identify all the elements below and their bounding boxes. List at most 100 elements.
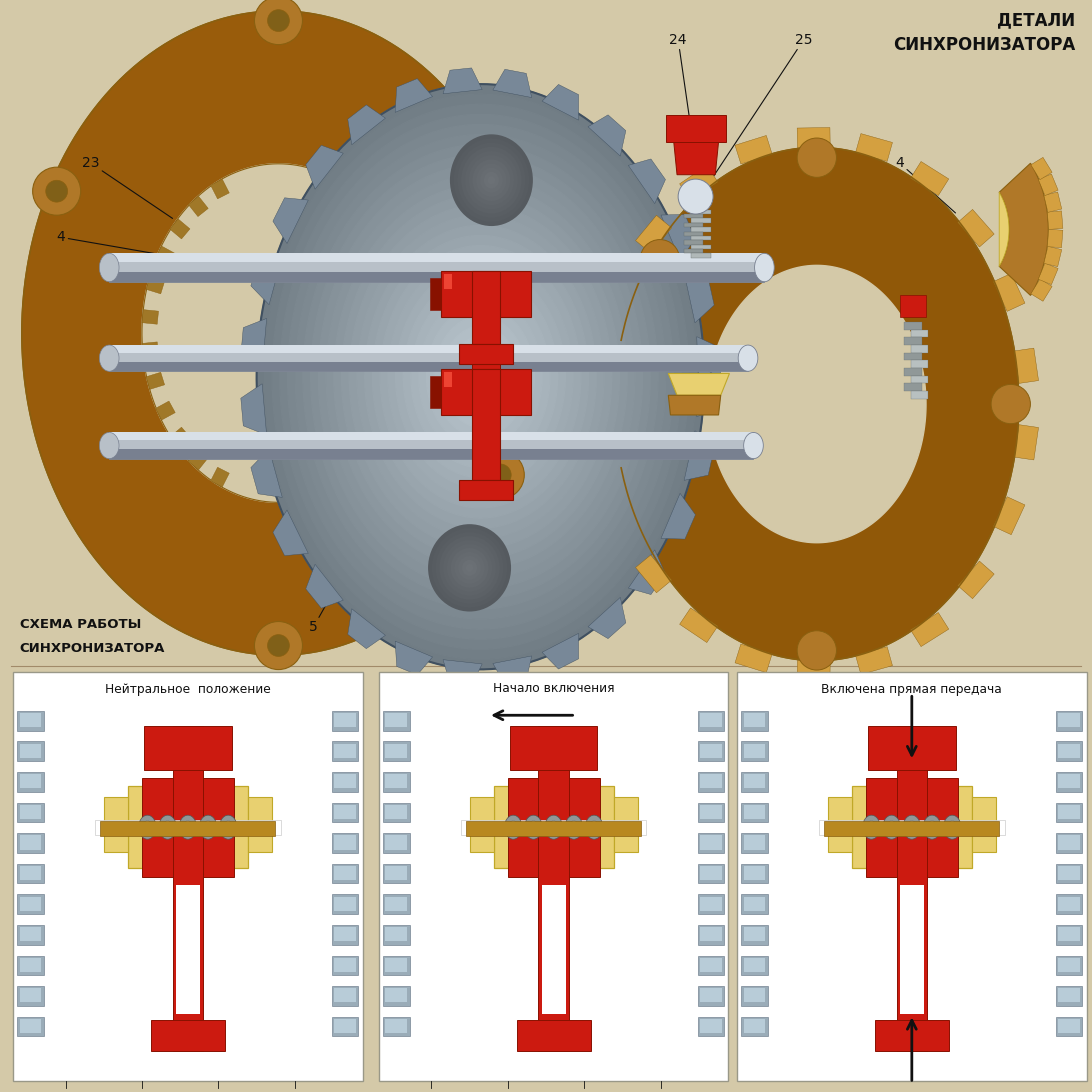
Polygon shape bbox=[685, 273, 714, 323]
Circle shape bbox=[797, 631, 836, 670]
Polygon shape bbox=[684, 240, 703, 245]
Polygon shape bbox=[700, 835, 722, 850]
Polygon shape bbox=[856, 133, 892, 162]
Ellipse shape bbox=[200, 815, 217, 839]
Polygon shape bbox=[441, 271, 531, 317]
Polygon shape bbox=[1056, 864, 1082, 883]
Polygon shape bbox=[698, 925, 724, 945]
Polygon shape bbox=[958, 210, 994, 247]
Polygon shape bbox=[824, 821, 999, 836]
Polygon shape bbox=[20, 744, 41, 758]
Polygon shape bbox=[700, 927, 722, 941]
Polygon shape bbox=[668, 373, 729, 395]
Ellipse shape bbox=[509, 821, 518, 834]
Polygon shape bbox=[347, 105, 385, 145]
Polygon shape bbox=[472, 369, 500, 480]
Polygon shape bbox=[875, 1020, 949, 1051]
Polygon shape bbox=[99, 110, 458, 556]
Polygon shape bbox=[109, 432, 753, 440]
Text: 5: 5 bbox=[309, 524, 371, 634]
Polygon shape bbox=[614, 797, 638, 852]
Polygon shape bbox=[347, 608, 385, 649]
Ellipse shape bbox=[585, 815, 603, 839]
Polygon shape bbox=[691, 245, 711, 249]
Polygon shape bbox=[852, 786, 972, 868]
Polygon shape bbox=[104, 797, 128, 852]
Text: 4: 4 bbox=[57, 230, 191, 260]
Ellipse shape bbox=[451, 548, 488, 587]
Polygon shape bbox=[685, 232, 953, 577]
Polygon shape bbox=[211, 179, 229, 199]
Circle shape bbox=[476, 451, 524, 499]
Polygon shape bbox=[473, 367, 488, 387]
Polygon shape bbox=[744, 744, 765, 758]
Ellipse shape bbox=[224, 821, 233, 834]
Polygon shape bbox=[866, 778, 958, 877]
Polygon shape bbox=[663, 202, 976, 606]
Circle shape bbox=[46, 180, 68, 202]
Polygon shape bbox=[472, 314, 500, 417]
Polygon shape bbox=[741, 1017, 768, 1036]
Polygon shape bbox=[669, 212, 969, 596]
Polygon shape bbox=[110, 123, 447, 543]
Ellipse shape bbox=[480, 168, 502, 192]
Polygon shape bbox=[666, 206, 972, 602]
Polygon shape bbox=[492, 69, 532, 97]
Polygon shape bbox=[691, 236, 711, 240]
Polygon shape bbox=[241, 383, 266, 435]
Polygon shape bbox=[109, 432, 753, 459]
Ellipse shape bbox=[99, 253, 119, 282]
Polygon shape bbox=[95, 819, 281, 834]
Circle shape bbox=[254, 621, 302, 669]
Polygon shape bbox=[744, 1019, 765, 1033]
Polygon shape bbox=[96, 105, 461, 561]
Polygon shape bbox=[332, 833, 358, 853]
FancyBboxPatch shape bbox=[13, 672, 363, 1081]
Polygon shape bbox=[383, 741, 410, 761]
Circle shape bbox=[992, 384, 1031, 424]
Polygon shape bbox=[470, 797, 494, 852]
Polygon shape bbox=[744, 805, 765, 819]
Polygon shape bbox=[82, 87, 475, 579]
Polygon shape bbox=[146, 276, 165, 294]
Polygon shape bbox=[648, 182, 992, 626]
Polygon shape bbox=[332, 803, 358, 822]
Polygon shape bbox=[395, 641, 432, 675]
Polygon shape bbox=[700, 897, 722, 911]
Text: 6: 6 bbox=[352, 530, 448, 634]
Polygon shape bbox=[1044, 247, 1061, 266]
Polygon shape bbox=[332, 772, 358, 792]
Polygon shape bbox=[334, 805, 356, 819]
Polygon shape bbox=[85, 92, 472, 574]
Polygon shape bbox=[1038, 174, 1058, 195]
Polygon shape bbox=[741, 772, 768, 792]
Polygon shape bbox=[828, 797, 852, 852]
Polygon shape bbox=[306, 145, 343, 189]
Polygon shape bbox=[144, 726, 232, 770]
Ellipse shape bbox=[461, 146, 522, 214]
Polygon shape bbox=[441, 369, 531, 415]
Polygon shape bbox=[17, 956, 44, 975]
Polygon shape bbox=[334, 1019, 356, 1033]
Polygon shape bbox=[17, 833, 44, 853]
Polygon shape bbox=[900, 295, 926, 317]
Ellipse shape bbox=[755, 253, 774, 282]
Polygon shape bbox=[33, 24, 524, 642]
Polygon shape bbox=[142, 310, 158, 324]
Polygon shape bbox=[1058, 713, 1080, 727]
Polygon shape bbox=[994, 273, 1025, 311]
Polygon shape bbox=[142, 342, 158, 356]
Polygon shape bbox=[1058, 897, 1080, 911]
Polygon shape bbox=[668, 395, 721, 415]
Polygon shape bbox=[700, 805, 722, 819]
Polygon shape bbox=[388, 256, 573, 498]
Circle shape bbox=[268, 634, 289, 656]
Polygon shape bbox=[640, 173, 999, 636]
Polygon shape bbox=[744, 988, 765, 1002]
Polygon shape bbox=[20, 897, 41, 911]
Polygon shape bbox=[142, 164, 415, 502]
Polygon shape bbox=[1058, 988, 1080, 1002]
Polygon shape bbox=[295, 134, 666, 619]
Circle shape bbox=[268, 10, 289, 32]
Ellipse shape bbox=[887, 821, 897, 834]
